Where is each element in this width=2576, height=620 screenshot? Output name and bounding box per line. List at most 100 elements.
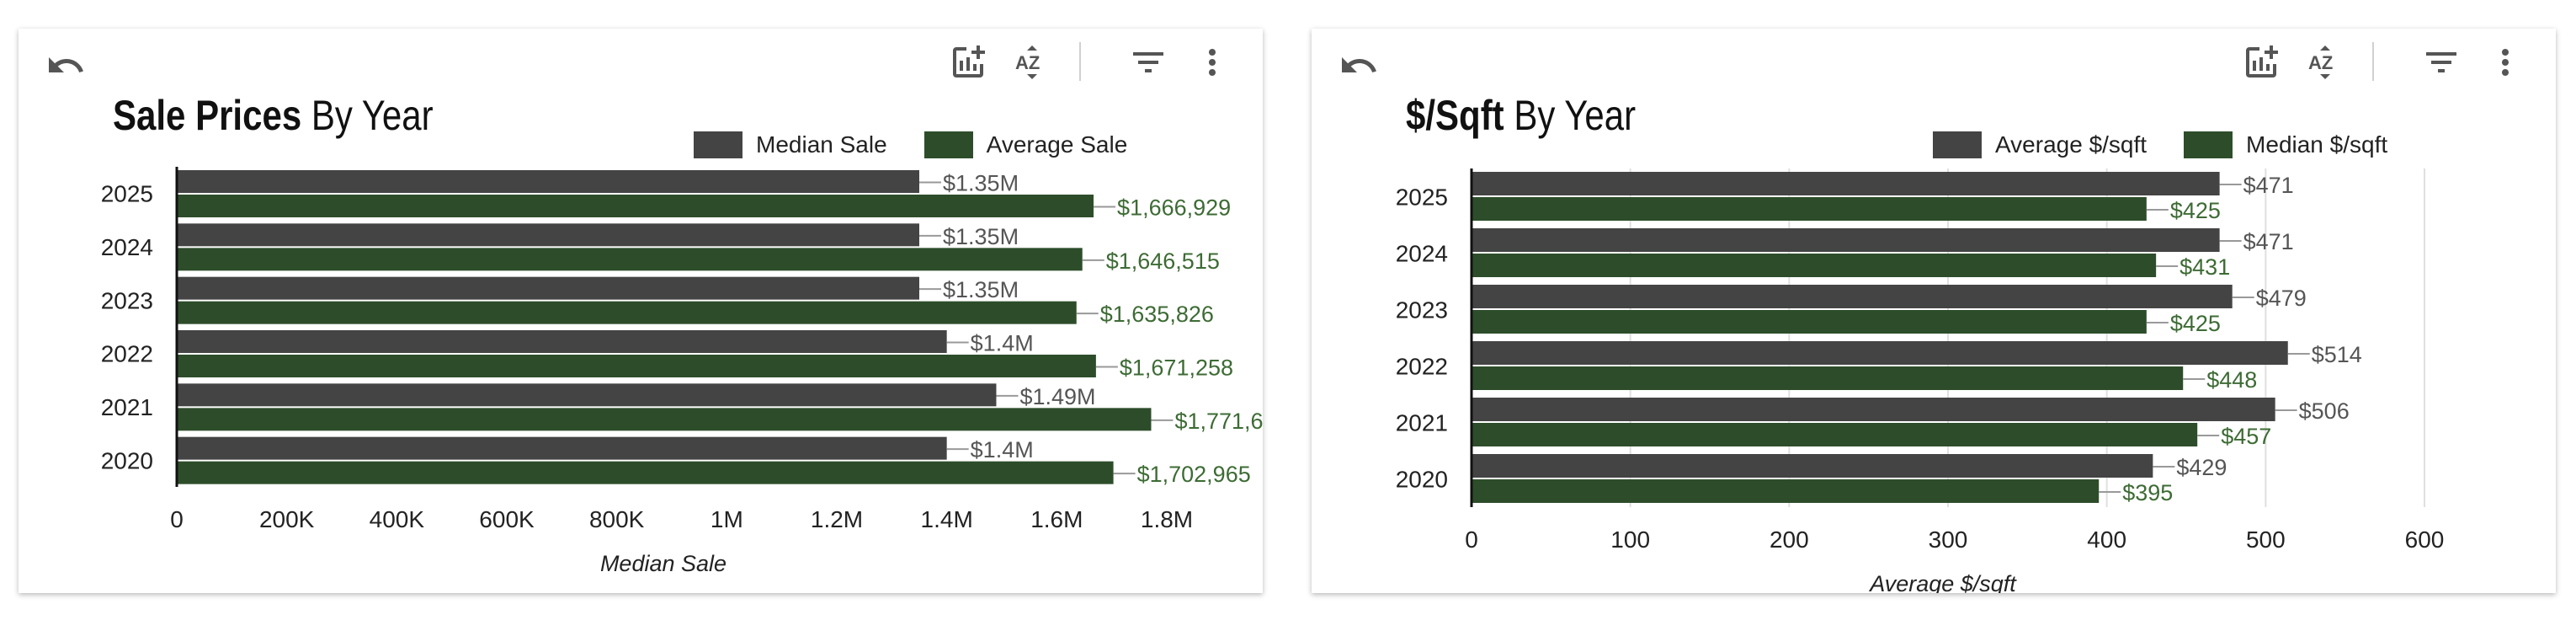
legend-item-median-sale[interactable]: Median Sale (694, 131, 887, 158)
y-tick-label: 2022 (1396, 354, 1448, 380)
bar[interactable] (177, 461, 1114, 484)
legend-item-average-sqft[interactable]: Average $/sqft (1933, 131, 2147, 158)
bar[interactable] (1472, 254, 2157, 277)
bar[interactable] (1472, 398, 2275, 421)
legend-swatch (1933, 131, 1982, 158)
bar[interactable] (177, 276, 919, 300)
y-tick-label: 2022 (101, 341, 153, 367)
bar[interactable] (177, 223, 919, 247)
y-tick-label: 2021 (101, 394, 153, 420)
filter-icon[interactable] (2421, 42, 2462, 83)
chart-title-rest: By Year (1504, 92, 1637, 139)
more-vert-icon[interactable] (1192, 42, 1232, 83)
x-tick-label: 1.4M (921, 506, 973, 532)
chart-title: Sale Prices By Year (113, 91, 434, 140)
legend-label: Average Sale (986, 131, 1128, 158)
bar[interactable] (177, 330, 947, 353)
data-label: $471 (2243, 173, 2294, 198)
bar[interactable] (177, 383, 997, 407)
toolbar-divider (2372, 42, 2374, 81)
x-tick-label: 1.2M (811, 506, 863, 532)
legend-swatch (694, 131, 742, 158)
y-tick-label: 2020 (1396, 467, 1448, 493)
y-tick-label: 2025 (101, 181, 153, 207)
y-tick-label: 2020 (101, 447, 153, 473)
bar[interactable] (177, 408, 1152, 431)
bar[interactable] (1472, 285, 2233, 308)
bar[interactable] (177, 355, 1096, 377)
data-label: $506 (2299, 398, 2350, 424)
legend-label: Median $/sqft (2246, 131, 2388, 158)
data-label: $425 (2170, 198, 2221, 223)
data-label: $1,666,929 (1117, 195, 1231, 221)
bar[interactable] (1472, 479, 2100, 503)
y-tick-label: 2024 (101, 234, 153, 260)
undo-icon[interactable] (45, 45, 86, 86)
data-label: $395 (2122, 480, 2173, 505)
price-per-sqft-plot: 2025 $471 $425 2024 $471 $431 2023 $479 $425 2022… (1396, 168, 2445, 593)
x-tick-label: 800K (589, 506, 645, 532)
bar[interactable] (177, 436, 947, 460)
chart-title: $/Sqft By Year (1406, 91, 1636, 140)
more-vert-icon[interactable] (2485, 42, 2525, 83)
data-label: $1.35M (943, 171, 1019, 196)
x-axis-title: Median Sale (600, 551, 726, 576)
svg-text:AZ: AZ (2308, 52, 2333, 73)
legend-item-average-sale[interactable]: Average Sale (923, 131, 1128, 158)
y-tick-label: 2025 (1396, 184, 1448, 211)
x-tick-label: 1.6M (1030, 506, 1083, 532)
x-tick-label: 1.8M (1141, 506, 1193, 532)
bar[interactable] (177, 195, 1094, 217)
data-label: $429 (2176, 455, 2227, 480)
data-label: $1,635,826 (1100, 302, 1214, 327)
chart-toolbar: AZ (19, 29, 1263, 96)
bar[interactable] (1472, 423, 2198, 446)
chart-title-bold: $/Sqft (1406, 92, 1504, 139)
legend-swatch (923, 131, 973, 158)
toolbar-divider (1079, 42, 1081, 81)
chart-legend: Average $/sqft Median $/sqft (1933, 130, 2424, 160)
bar[interactable] (177, 170, 919, 193)
bar[interactable] (177, 301, 1077, 324)
bar[interactable] (1472, 172, 2220, 195)
x-tick-label: 100 (1610, 526, 1650, 553)
bar[interactable] (1472, 228, 2220, 252)
svg-text:AZ: AZ (1015, 52, 1040, 73)
undo-icon[interactable] (1339, 45, 1379, 86)
bar[interactable] (177, 248, 1083, 271)
add-chart-icon[interactable] (2241, 42, 2281, 83)
data-label: $1,771,655 (1174, 409, 1263, 434)
bar[interactable] (1472, 197, 2147, 221)
y-tick-label: 2023 (101, 287, 153, 313)
bar[interactable] (1472, 366, 2184, 390)
data-label: $448 (2206, 367, 2257, 393)
chart-title-bold: Sale Prices (113, 92, 302, 139)
x-axis-title: Average $/sqft (1868, 571, 2017, 593)
x-tick-label: 0 (1465, 526, 1478, 553)
sort-az-icon[interactable]: AZ (1012, 42, 1052, 83)
legend-item-median-sqft[interactable]: Median $/sqft (2184, 131, 2387, 158)
chart-title-rest: By Year (301, 92, 434, 139)
data-label: $479 (2256, 286, 2307, 311)
data-label: $1,702,965 (1137, 462, 1251, 487)
bar[interactable] (1472, 341, 2288, 365)
price-per-sqft-chart-card: AZ $/Sqft By Year Average $/sqft Median … (1312, 29, 2556, 593)
x-tick-label: 600 (2405, 526, 2445, 553)
y-tick-label: 2024 (1396, 241, 1448, 267)
x-tick-label: 600K (479, 506, 535, 532)
data-label: $1.49M (1019, 384, 1095, 409)
legend-swatch (2184, 131, 2233, 158)
filter-icon[interactable] (1128, 42, 1168, 83)
add-chart-icon[interactable] (948, 42, 988, 83)
x-tick-label: 1M (711, 506, 743, 532)
x-tick-label: 400 (2087, 526, 2126, 553)
bar[interactable] (1472, 310, 2147, 334)
bar[interactable] (1472, 454, 2153, 478)
sort-az-icon[interactable]: AZ (2305, 42, 2345, 83)
data-label: $457 (2221, 424, 2271, 449)
data-label: $1.4M (971, 331, 1034, 356)
data-label: $471 (2243, 229, 2294, 254)
legend-label: Average $/sqft (1995, 131, 2148, 158)
data-label: $1,671,258 (1120, 355, 1233, 381)
y-tick-label: 2021 (1396, 410, 1448, 436)
